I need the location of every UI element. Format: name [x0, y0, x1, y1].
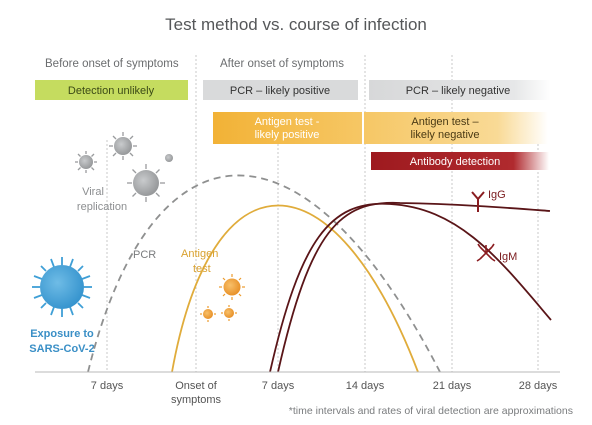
antigen-curve: [171, 204, 419, 373]
detection-unlikely-bar: [35, 80, 188, 100]
virus-gray-icon: [165, 154, 173, 162]
tick-label-28-days: 28 days: [519, 380, 558, 392]
antigen-test-bar: [213, 112, 548, 144]
virus-gray-icon: [127, 164, 165, 202]
igm-label: IgM: [499, 251, 517, 263]
pcr-curve-label: PCR: [133, 249, 156, 261]
viral-replication-label-line1: Viral: [82, 186, 104, 198]
pcr-curve: [87, 174, 441, 373]
tick-label-14-days: 14 days: [346, 380, 385, 392]
antibody-detection-label: Antibody detection: [410, 156, 501, 168]
viral-replication-label-line2: replication: [77, 201, 127, 213]
antigen-negative-label-line2: likely negative: [410, 129, 479, 141]
detection-unlikely-label: Detection unlikely: [68, 85, 155, 97]
antigen-positive-label-line2: likely positive: [255, 129, 320, 141]
antigen-curve-label-line1: Antigen: [181, 248, 218, 260]
igg-curve: [277, 201, 551, 373]
tick-label-21-days: 21 days: [433, 380, 472, 392]
igg-antibody-icon: [471, 191, 485, 212]
antibody-detection-bar: [371, 152, 549, 170]
phase-after-label: After onset of symptoms: [220, 58, 344, 70]
antigen-virus-icons: [200, 274, 245, 322]
tick-label-7-days: 7 days: [262, 380, 295, 392]
pcr-negative-label: PCR – likely negative: [406, 85, 511, 97]
phase-before-label: Before onset of symptoms: [45, 58, 179, 70]
time-guide-lines: [106, 55, 539, 372]
virus-orange-icon: [200, 306, 216, 322]
igm-curve: [269, 202, 552, 373]
tick-label-onset-line2: symptoms: [171, 394, 222, 406]
igm-antibody-icon: [476, 243, 496, 262]
igg-label: IgG: [488, 189, 506, 201]
antigen-positive-label-line1: Antigen test -: [255, 116, 320, 128]
viral-replication-virus-icons: [75, 132, 173, 202]
diagram-title: Test method vs. course of infection: [165, 15, 427, 34]
pcr-positive-bar: [203, 80, 358, 100]
virus-orange-icon: [221, 305, 237, 321]
antigen-curve-label-line2: test: [193, 263, 211, 275]
virus-gray-icon: [109, 132, 137, 160]
virus-orange-icon: [219, 274, 245, 300]
antigen-negative-label-line1: Antigen test –: [411, 116, 479, 128]
tick-label-7-days-before: 7 days: [91, 380, 124, 392]
tick-label-onset: Onset of: [175, 380, 218, 392]
pcr-negative-bar: [369, 80, 551, 100]
exposure-label-line2: SARS-CoV-2: [29, 343, 94, 355]
virus-gray-icon: [75, 151, 97, 173]
pcr-positive-label: PCR – likely positive: [230, 85, 330, 97]
sars-cov-2-virus-icon: [32, 257, 92, 317]
exposure-label-line1: Exposure to: [30, 328, 94, 340]
footnote: *time intervals and rates of viral detec…: [289, 405, 573, 417]
